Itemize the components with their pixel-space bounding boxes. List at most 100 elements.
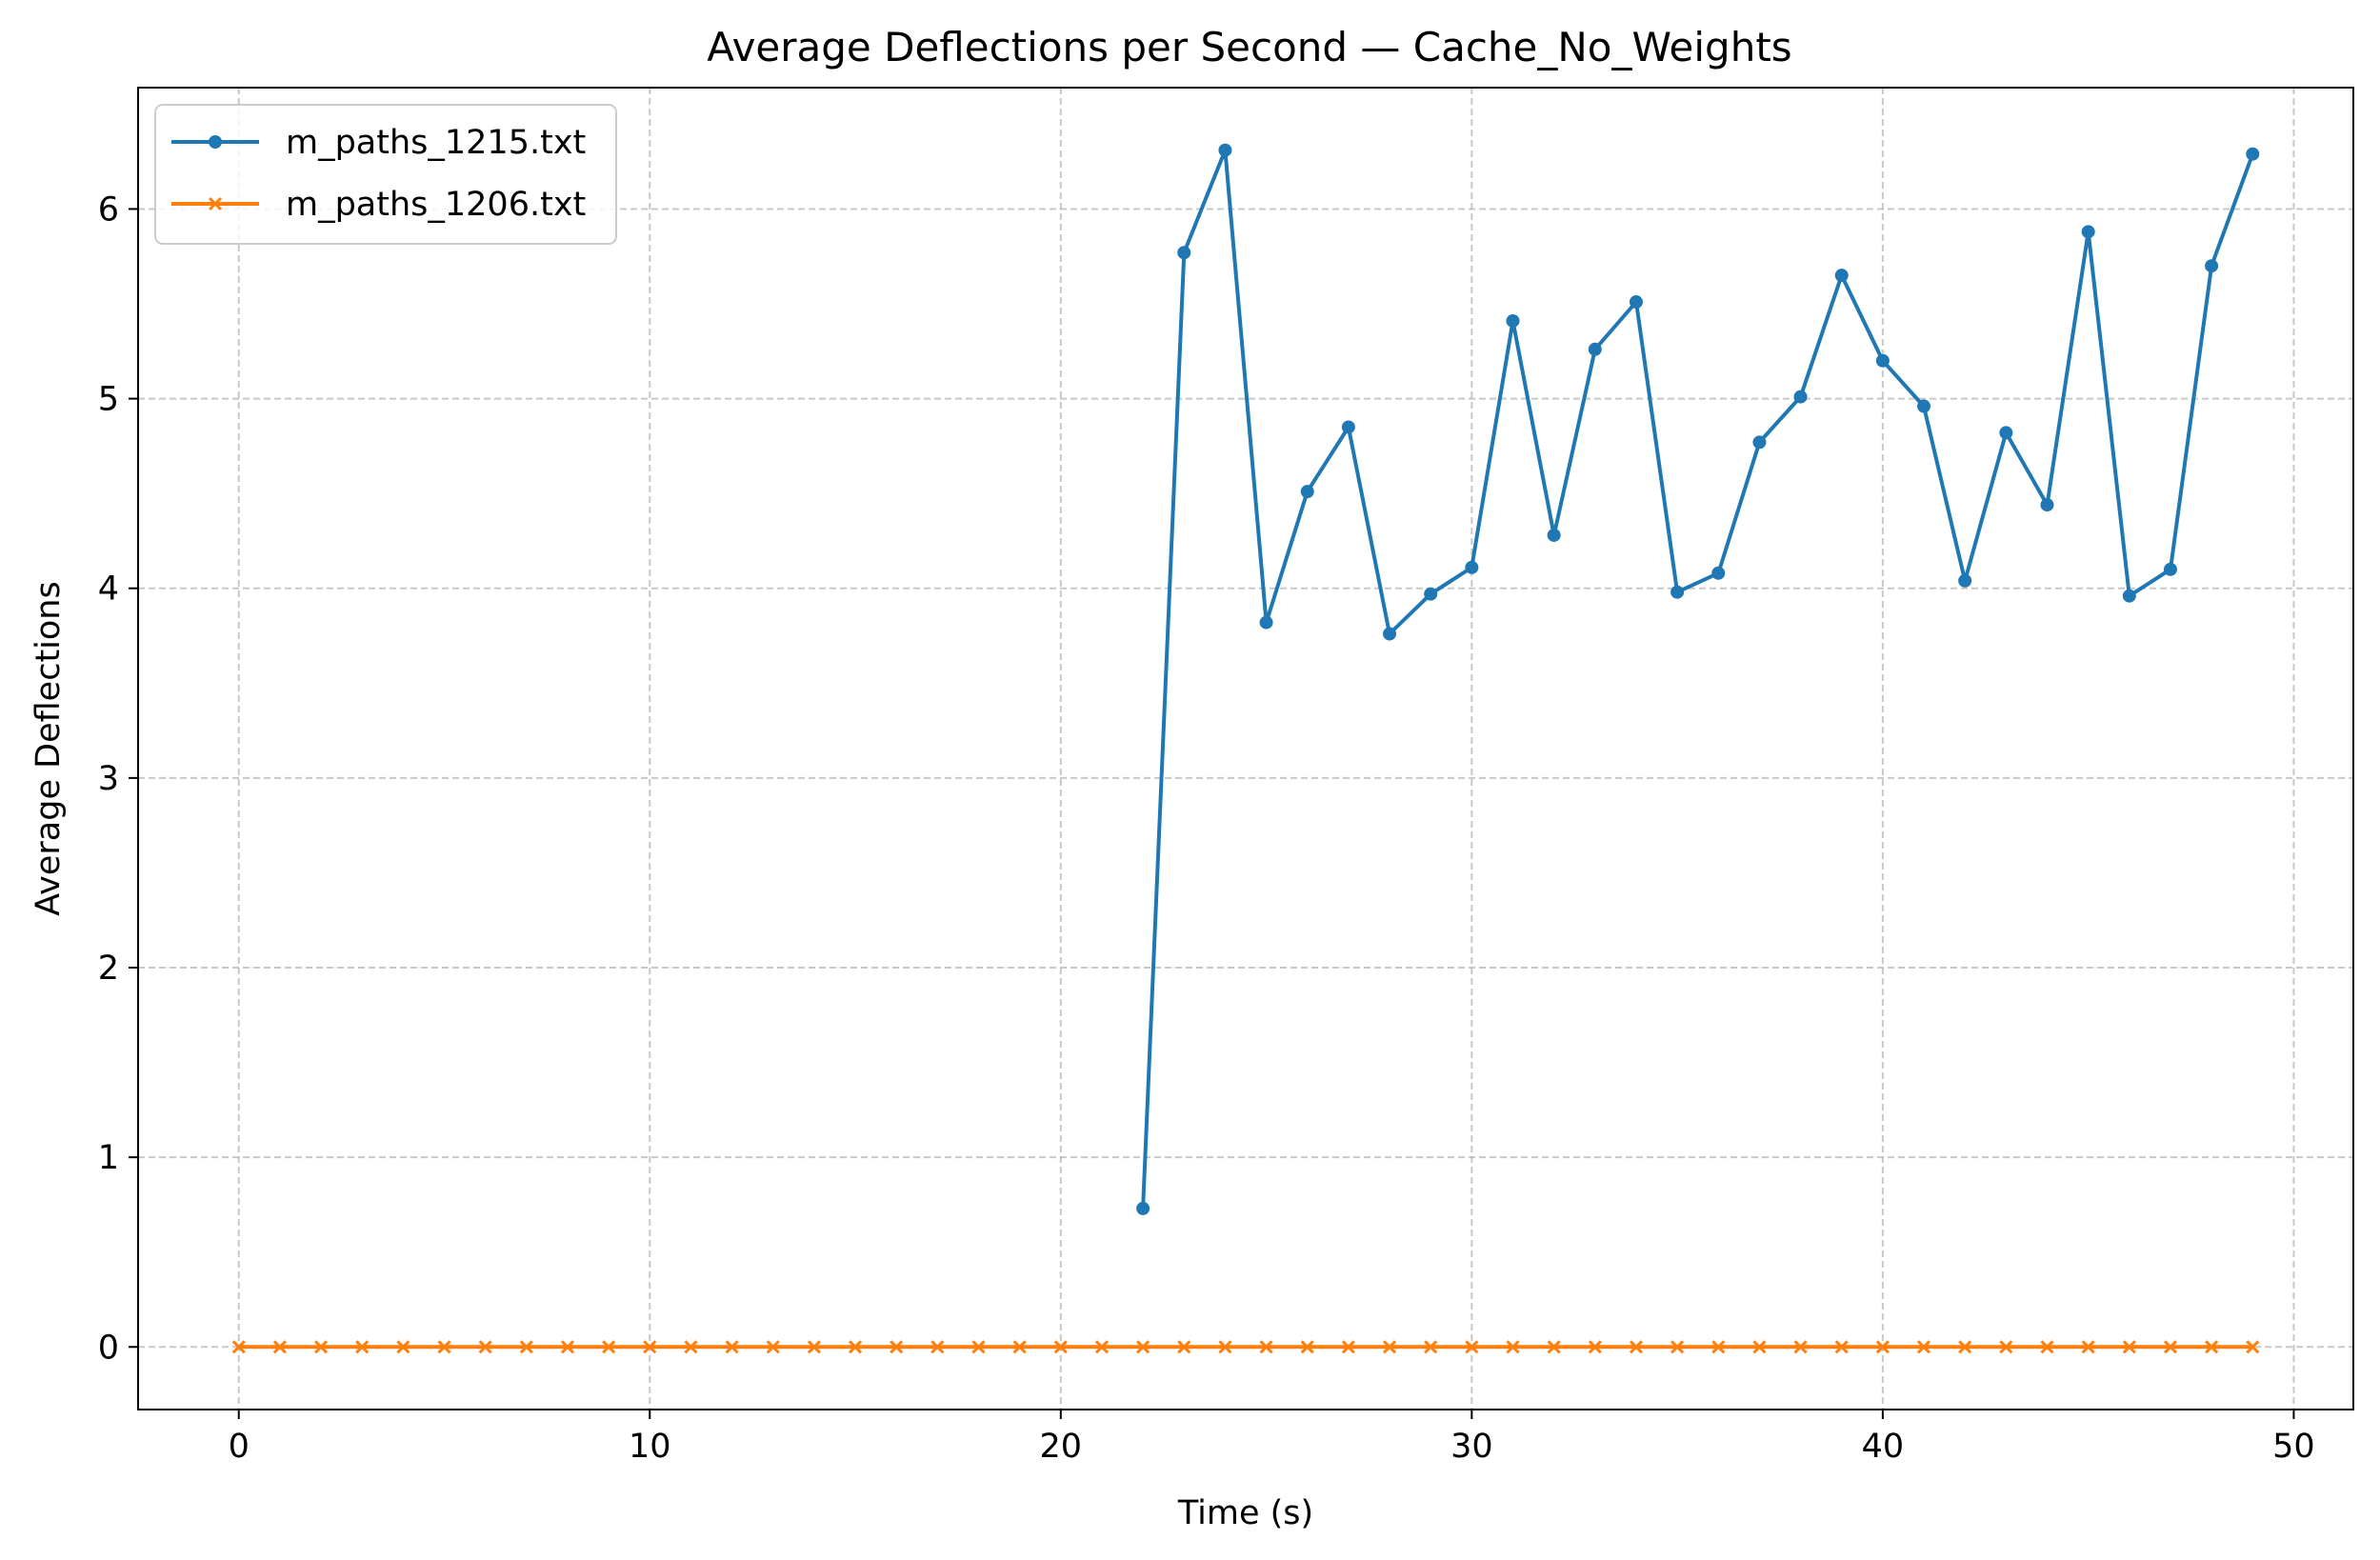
data-point-m-paths-1206 xyxy=(807,1340,821,1354)
data-point-m-paths-1215 xyxy=(2081,225,2095,239)
data-point-m-paths-1206 xyxy=(1958,1340,1972,1354)
legend-label-m-paths-1215: m_paths_1215.txt xyxy=(286,124,586,162)
data-point-m-paths-1206 xyxy=(2246,1340,2260,1354)
data-point-m-paths-1215 xyxy=(1752,435,1767,450)
data-point-m-paths-1206 xyxy=(1136,1340,1150,1354)
data-point-m-paths-1206 xyxy=(971,1340,986,1354)
data-point-m-paths-1215 xyxy=(1999,426,2013,440)
data-point-m-paths-1206 xyxy=(1670,1340,1685,1354)
data-point-m-paths-1215 xyxy=(1259,615,1273,630)
data-point-m-paths-1215 xyxy=(1300,485,1314,499)
series-line-m-paths-1215 xyxy=(1141,148,2255,1210)
data-point-m-paths-1206 xyxy=(355,1340,370,1354)
x-tick-label: 50 xyxy=(2272,1428,2315,1466)
data-point-m-paths-1215 xyxy=(2246,147,2260,161)
data-point-m-paths-1215 xyxy=(1834,269,1849,283)
data-point-m-paths-1215 xyxy=(1588,342,1602,356)
data-point-m-paths-1206 xyxy=(1916,1340,1931,1354)
data-point-m-paths-1206 xyxy=(766,1340,780,1354)
y-axis-label: Average Deflections xyxy=(30,581,68,915)
data-point-m-paths-1206 xyxy=(1629,1340,1644,1354)
data-point-m-paths-1206 xyxy=(560,1340,575,1354)
data-point-m-paths-1206 xyxy=(1588,1340,1602,1354)
data-point-m-paths-1206 xyxy=(1711,1340,1726,1354)
data-point-m-paths-1215 xyxy=(1341,420,1355,434)
legend-label-m-paths-1206: m_paths_1206.txt xyxy=(286,186,586,224)
legend-marker-m-paths-1215 xyxy=(209,135,222,149)
data-point-m-paths-1206 xyxy=(1341,1340,1355,1354)
x-axis-label: Time (s) xyxy=(1177,1494,1313,1532)
data-point-m-paths-1206 xyxy=(2205,1340,2219,1354)
data-point-m-paths-1215 xyxy=(1424,587,1438,601)
data-point-m-paths-1206 xyxy=(2122,1340,2136,1354)
legend-marker-m-paths-1206 xyxy=(208,196,223,211)
data-point-m-paths-1215 xyxy=(1958,573,1972,588)
chart-title: Average Deflections per Second — Cache_N… xyxy=(707,24,1791,70)
data-point-m-paths-1206 xyxy=(1834,1340,1849,1354)
data-point-m-paths-1206 xyxy=(478,1340,492,1354)
data-point-m-paths-1206 xyxy=(1177,1340,1191,1354)
data-point-m-paths-1206 xyxy=(848,1340,863,1354)
x-tick-label: 0 xyxy=(229,1428,250,1466)
y-tick-label: 1 xyxy=(98,1139,119,1177)
data-point-m-paths-1206 xyxy=(1793,1340,1808,1354)
y-tick-label: 4 xyxy=(98,570,119,609)
data-point-m-paths-1215 xyxy=(1177,246,1191,260)
data-point-m-paths-1206 xyxy=(725,1340,739,1354)
data-point-m-paths-1206 xyxy=(1506,1340,1520,1354)
data-point-m-paths-1206 xyxy=(890,1340,904,1354)
x-tick-label: 20 xyxy=(1040,1428,1083,1466)
data-point-m-paths-1206 xyxy=(519,1340,533,1354)
data-point-m-paths-1215 xyxy=(2163,562,2177,576)
data-point-m-paths-1206 xyxy=(1259,1340,1273,1354)
x-tick-label: 10 xyxy=(629,1428,671,1466)
data-point-m-paths-1206 xyxy=(2081,1340,2095,1354)
x-tick-label: 30 xyxy=(1450,1428,1493,1466)
data-point-m-paths-1215 xyxy=(1711,566,1726,580)
x-tick-label: 40 xyxy=(1862,1428,1905,1466)
data-point-m-paths-1206 xyxy=(2040,1340,2054,1354)
data-point-m-paths-1206 xyxy=(1382,1340,1397,1354)
data-point-m-paths-1215 xyxy=(1917,399,1931,413)
data-point-m-paths-1215 xyxy=(1136,1201,1150,1215)
y-tick-label: 2 xyxy=(98,950,119,988)
data-point-m-paths-1215 xyxy=(1629,295,1643,310)
data-point-m-paths-1206 xyxy=(1465,1340,1479,1354)
data-point-m-paths-1206 xyxy=(2163,1340,2178,1354)
legend-frame xyxy=(154,104,617,245)
data-point-m-paths-1206 xyxy=(1547,1340,1561,1354)
data-point-m-paths-1215 xyxy=(2040,498,2054,512)
data-point-m-paths-1215 xyxy=(1465,560,1479,574)
data-point-m-paths-1206 xyxy=(1424,1340,1438,1354)
data-point-m-paths-1215 xyxy=(2205,259,2219,273)
y-tick-label: 3 xyxy=(98,760,119,798)
data-point-m-paths-1206 xyxy=(643,1340,657,1354)
data-point-m-paths-1215 xyxy=(1218,143,1232,157)
y-tick-label: 6 xyxy=(98,190,119,229)
plot-frame xyxy=(137,87,2354,1410)
data-point-m-paths-1206 xyxy=(684,1340,698,1354)
data-point-m-paths-1206 xyxy=(1300,1340,1314,1354)
legend: m_paths_1215.txt m_paths_1206.txt xyxy=(154,104,617,245)
data-point-m-paths-1206 xyxy=(1012,1340,1027,1354)
data-point-m-paths-1206 xyxy=(1053,1340,1068,1354)
data-point-m-paths-1206 xyxy=(313,1340,329,1354)
data-point-m-paths-1206 xyxy=(1218,1340,1232,1354)
data-point-m-paths-1215 xyxy=(2122,589,2136,603)
data-point-m-paths-1206 xyxy=(1094,1340,1110,1354)
y-tick-label: 0 xyxy=(98,1329,119,1367)
y-tick-label: 5 xyxy=(98,381,119,419)
axis-ticks: 0 10 20 30 40 50 0 1 2 3 4 5 6 xyxy=(98,190,2315,1466)
data-point-m-paths-1215 xyxy=(1383,627,1397,641)
data-point-m-paths-1215 xyxy=(1793,390,1808,404)
data-point-m-paths-1206 xyxy=(930,1340,945,1354)
data-point-m-paths-1206 xyxy=(396,1340,410,1354)
data-point-m-paths-1215 xyxy=(1670,585,1685,599)
data-point-m-paths-1206 xyxy=(1752,1340,1767,1354)
data-point-m-paths-1215 xyxy=(1547,528,1561,542)
data-point-m-paths-1215 xyxy=(1875,353,1890,368)
series-layer xyxy=(231,143,2260,1354)
data-point-m-paths-1206 xyxy=(1999,1340,2013,1354)
